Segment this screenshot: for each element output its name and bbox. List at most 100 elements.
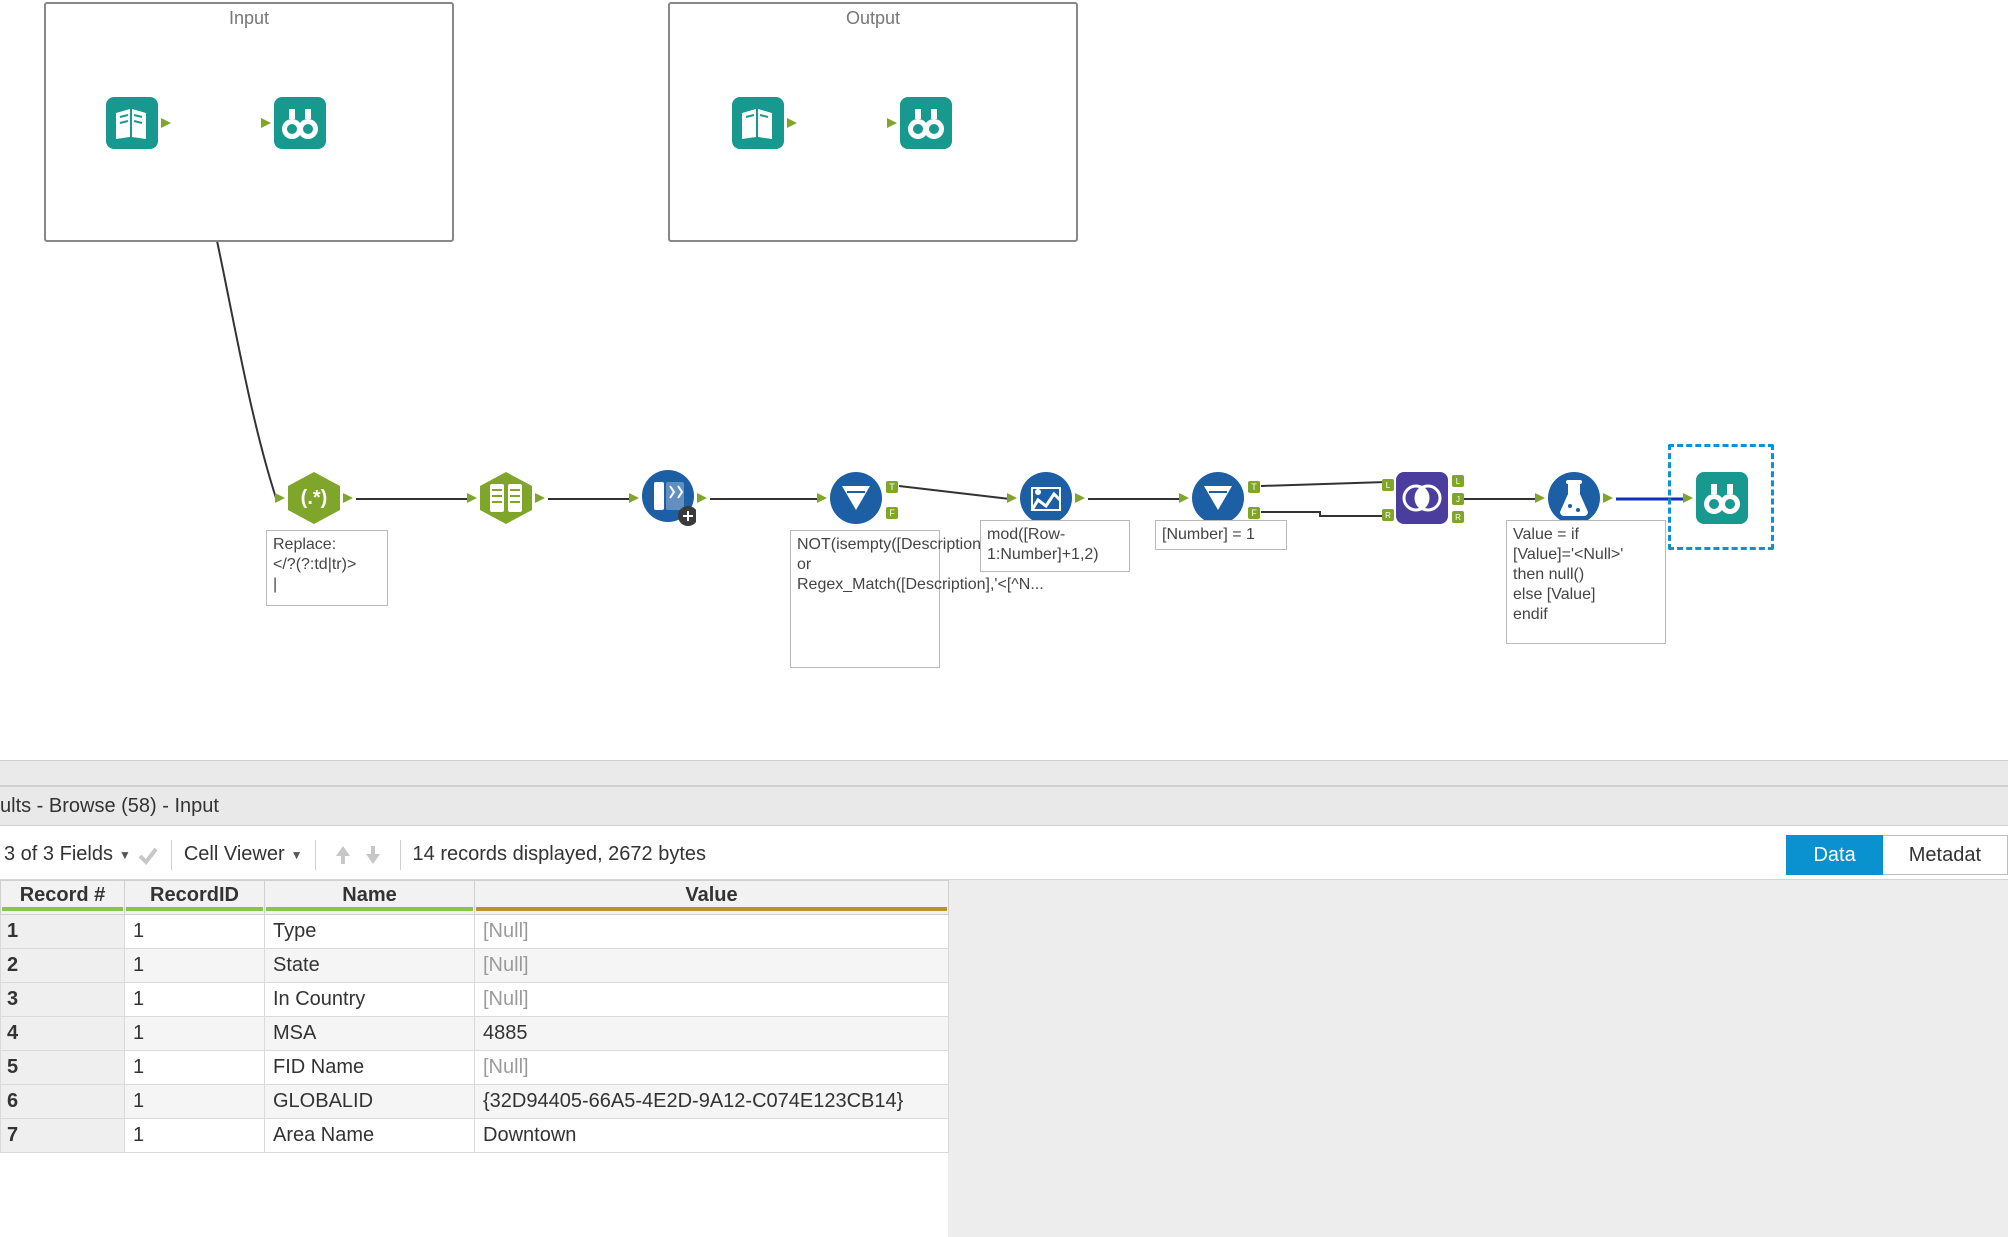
svg-text:R: R	[1455, 513, 1461, 522]
workflow-canvas[interactable]: Input Output	[0, 0, 2008, 780]
table-row[interactable]: 41MSA4885	[1, 1017, 949, 1051]
table-row[interactable]: 11Type[Null]	[1, 915, 949, 949]
cell-value: [Null]	[475, 983, 949, 1017]
caret-down-icon: ▼	[119, 848, 131, 862]
col-header-name[interactable]: Name	[265, 881, 475, 915]
anchor-in[interactable]	[1533, 491, 1547, 505]
anchor-in[interactable]	[627, 491, 641, 505]
table-row[interactable]: 51FID Name[Null]	[1, 1051, 949, 1085]
cell-value: Downtown	[475, 1119, 949, 1153]
tool-formula[interactable]	[1546, 470, 1602, 526]
anchor-out-r[interactable]: R	[1452, 510, 1462, 520]
cell-viewer-label: Cell Viewer	[184, 843, 285, 866]
col-header-label: Name	[342, 884, 396, 906]
anchor-in[interactable]	[1681, 491, 1695, 505]
tool-filter-1[interactable]: T F	[828, 470, 884, 526]
svg-text:F: F	[889, 508, 895, 518]
anchor-out-true[interactable]: T	[1248, 480, 1258, 490]
col-header-recordnum[interactable]: Record #	[1, 881, 125, 915]
tool-macro-output-input[interactable]	[730, 95, 786, 151]
cell-name: Area Name	[265, 1119, 475, 1153]
anchor-in[interactable]	[465, 491, 479, 505]
annotation-formula[interactable]: Value = if [Value]='<Null>' then null() …	[1506, 520, 1666, 644]
fields-dropdown[interactable]: 3 of 3 Fields ▼	[4, 843, 131, 866]
tool-browse-selected[interactable]	[1694, 470, 1750, 526]
cell-viewer-dropdown[interactable]: Cell Viewer ▼	[184, 843, 303, 866]
anchor-in-l[interactable]: L	[1382, 478, 1392, 488]
annotation-regex[interactable]: Replace: </?(?:td|tr)> |	[266, 530, 388, 606]
cell-name: MSA	[265, 1017, 475, 1051]
cell-value: [Null]	[475, 915, 949, 949]
anchor-out[interactable]	[1073, 491, 1087, 505]
results-grid[interactable]: Record # RecordID Name Value 11Type[Null…	[0, 880, 949, 1153]
anchor-in[interactable]	[273, 491, 287, 505]
table-row[interactable]: 61GLOBALID{32D94405-66A5-4E2D-9A12-C074E…	[1, 1085, 949, 1119]
annotation-multirow[interactable]: mod([Row-1:Number]+1,2)	[980, 520, 1130, 572]
anchor-out-false[interactable]: F	[886, 506, 896, 516]
svg-text:L: L	[1386, 481, 1391, 490]
cell-rownum: 2	[1, 949, 125, 983]
separator	[400, 840, 401, 870]
records-status-text: 14 records displayed, 2672 bytes	[413, 843, 707, 866]
annotation-text: [Number] = 1	[1162, 526, 1255, 543]
anchor-in[interactable]	[815, 491, 829, 505]
anchor-out[interactable]	[785, 116, 799, 130]
sort-asc-button[interactable]	[332, 842, 354, 868]
col-header-value[interactable]: Value	[475, 881, 949, 915]
cell-name: GLOBALID	[265, 1085, 475, 1119]
tab-label: Data	[1813, 844, 1855, 867]
tool-text-to-columns[interactable]	[478, 470, 534, 526]
cell-rownum: 3	[1, 983, 125, 1017]
apply-check-icon[interactable]	[137, 844, 159, 866]
svg-text:L: L	[1456, 477, 1461, 486]
tool-data-cleanse[interactable]	[640, 470, 696, 526]
anchor-in[interactable]	[1005, 491, 1019, 505]
tab-metadata[interactable]: Metadat	[1883, 835, 2008, 875]
col-header-recordid[interactable]: RecordID	[125, 881, 265, 915]
anchor-out-l[interactable]: L	[1452, 474, 1462, 484]
cell-name: FID Name	[265, 1051, 475, 1085]
tool-multirow-formula[interactable]	[1018, 470, 1074, 526]
annotation-filter[interactable]: NOT(isempty([Description]) or Regex_Matc…	[790, 530, 940, 668]
anchor-out[interactable]	[341, 491, 355, 505]
anchor-in[interactable]	[1177, 491, 1191, 505]
svg-text:T: T	[1251, 482, 1257, 492]
cell-name: Type	[265, 915, 475, 949]
cell-recordid: 1	[125, 1085, 265, 1119]
col-header-label: Record #	[20, 884, 106, 906]
cell-recordid: 1	[125, 983, 265, 1017]
svg-text:(.*): (.*)	[301, 487, 328, 509]
table-row[interactable]: 21State[Null]	[1, 949, 949, 983]
anchor-out[interactable]	[695, 491, 709, 505]
table-row[interactable]: 31In Country[Null]	[1, 983, 949, 1017]
tool-browse-input[interactable]	[272, 95, 328, 151]
anchor-out-false[interactable]: F	[1248, 506, 1258, 516]
tool-regex[interactable]: (.*)	[286, 470, 342, 526]
tool-macro-input[interactable]	[104, 95, 160, 151]
cell-value: [Null]	[475, 949, 949, 983]
anchor-out[interactable]	[1601, 491, 1615, 505]
table-row[interactable]: 71Area NameDowntown	[1, 1119, 949, 1153]
svg-text:F: F	[1251, 508, 1257, 518]
cell-rownum: 5	[1, 1051, 125, 1085]
annotation-filter2[interactable]: [Number] = 1	[1155, 520, 1287, 550]
panel-splitter[interactable]	[0, 760, 2008, 786]
cell-recordid: 1	[125, 915, 265, 949]
anchor-out-true[interactable]: T	[886, 480, 896, 490]
anchor-in[interactable]	[259, 116, 273, 130]
results-toolbar: 3 of 3 Fields ▼ Cell Viewer ▼ 14 records…	[0, 830, 2008, 880]
anchor-in[interactable]	[885, 116, 899, 130]
annotation-text: Value = if [Value]='<Null>' then null() …	[1513, 526, 1623, 623]
anchor-in-r[interactable]: R	[1382, 508, 1392, 518]
sort-desc-button[interactable]	[362, 842, 384, 868]
tool-filter-2[interactable]: T F	[1190, 470, 1246, 526]
container-output-title: Output	[670, 2, 1076, 29]
anchor-out-j[interactable]: J	[1452, 492, 1462, 502]
tool-browse-output[interactable]	[898, 95, 954, 151]
tab-data[interactable]: Data	[1786, 835, 1882, 875]
cell-value: [Null]	[475, 1051, 949, 1085]
anchor-out[interactable]	[533, 491, 547, 505]
grid-empty-area	[948, 880, 2008, 1237]
anchor-out[interactable]	[159, 116, 173, 130]
tool-join[interactable]: L R L J R	[1394, 470, 1450, 526]
